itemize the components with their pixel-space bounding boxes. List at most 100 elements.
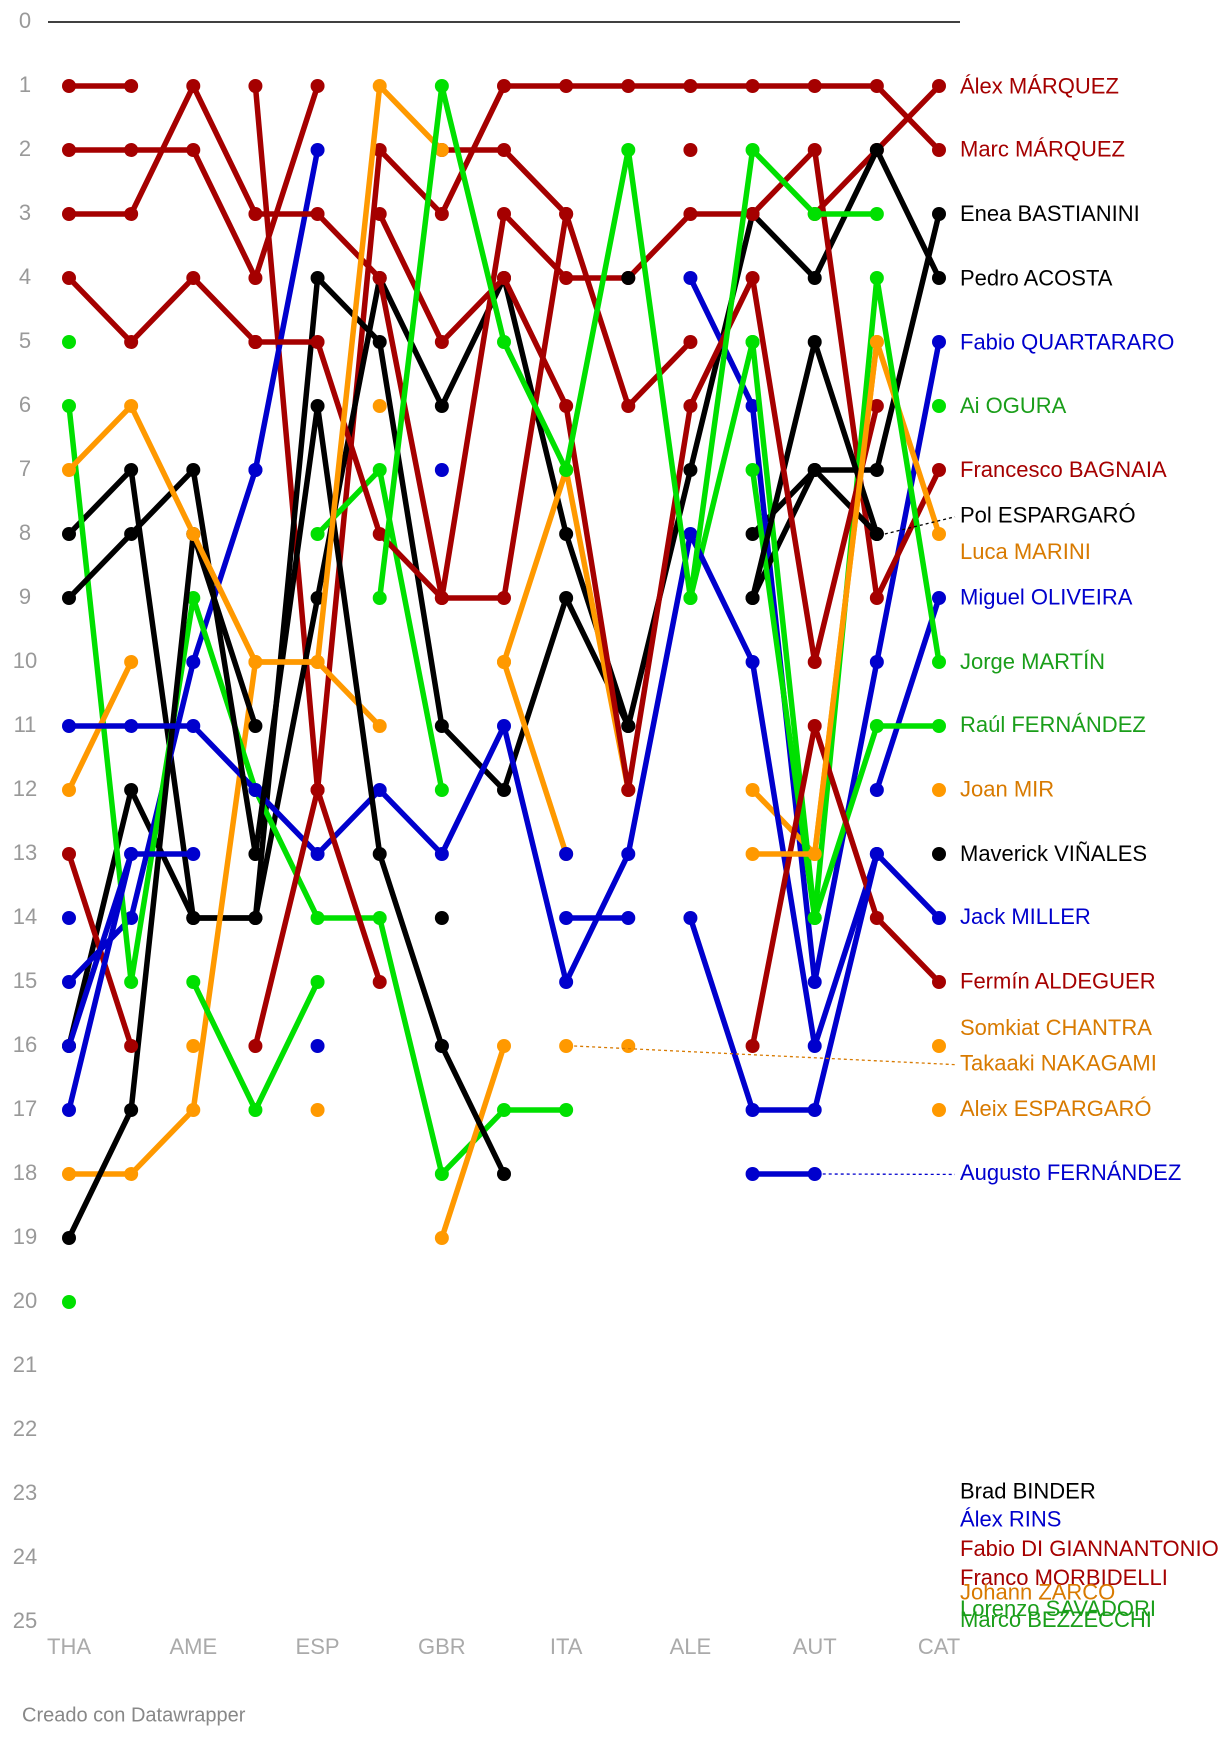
y-tick-label: 4 [19,264,31,289]
rider-dot [62,335,76,349]
rider-line [67,403,507,1176]
rider-dot [310,143,325,157]
y-tick-label: 24 [13,1544,37,1569]
rider-line [315,467,445,791]
rider-dot [310,783,325,797]
rider-dot [807,847,822,861]
y-tick-label: 11 [14,712,37,737]
y-tick-label: 25 [13,1608,37,1633]
rider-dot [559,911,574,925]
rider-dot [621,399,636,413]
rider-dot [310,975,325,989]
rider-dot [932,463,946,477]
rider-dot [745,655,760,669]
rider-dot [497,1039,511,1053]
rider-line [501,467,631,791]
rider-dot [62,463,76,477]
rider-dot [372,591,387,605]
rider-dot [372,527,387,541]
rider-dot [372,335,387,349]
rider-dot [683,207,698,221]
rider-dot [434,719,449,733]
rider-dot [62,591,76,605]
rider-dot [683,591,698,605]
rider-dot [186,143,201,157]
rider-dot [310,1103,325,1117]
rider-dot [372,783,387,797]
rider-label: Álex MÁRQUEZ [960,73,1119,98]
rider-dot [434,591,449,605]
rider-dot [124,79,139,93]
rider-dot [559,527,574,541]
rider-dot [124,399,139,413]
rider-dot [248,783,263,797]
x-tick-label: AUT [793,1634,837,1659]
rider-dot [932,143,946,157]
rider-dot [807,655,822,669]
rider-dot [932,655,946,669]
rider-dot [497,207,511,221]
rider-dot [434,207,449,221]
rider-label: Johann ZARCO [960,1579,1115,1604]
rider-dot [932,527,946,541]
rider-line [252,83,941,793]
rider-dot [62,719,76,733]
rider-dot [807,1103,822,1117]
rider-line [874,597,942,791]
rider-dot [869,847,884,861]
rider-dot [62,911,76,925]
rider-dot [807,335,822,349]
rider-dot [434,911,449,925]
rider-dot [869,783,884,797]
rider-dot [559,591,574,605]
y-tick-label: 0 [19,8,31,33]
rider-dot [124,335,139,349]
rider-dot [310,911,325,925]
rider-dot [683,143,698,157]
axis-layer: 0123456789101112131415161718192021222324… [13,8,960,1659]
rider-dot [372,79,387,93]
rider-line [439,1045,507,1239]
y-tick-label: 17 [13,1096,37,1121]
rider-label: Fabio QUARTARARO [960,330,1174,355]
y-tick-label: 1 [19,72,31,97]
y-tick-label: 6 [19,392,31,417]
rider-dot [497,719,511,733]
rider-label: Franco MORBIDELLI [960,1565,1168,1590]
y-tick-label: 20 [13,1288,37,1313]
rider-dot [186,527,201,541]
rider-dot [124,527,139,541]
rider-label: Marco BEZZECCHI [960,1607,1152,1632]
rider-dot [745,335,760,349]
rider-dot [434,1039,449,1053]
rider-dot [807,911,822,925]
x-tick-label: THA [47,1634,91,1659]
y-tick-label: 9 [19,584,31,609]
rider-dot [310,527,325,541]
rider-dot [62,975,76,989]
rider-dot [124,463,139,477]
rider-dot [124,1039,139,1053]
rider-dot [745,591,760,605]
rider-dot [124,655,139,669]
x-tick-label: ESP [296,1634,340,1659]
y-tick-label: 5 [19,328,31,353]
rider-label: Joan MIR [960,777,1054,802]
y-tick-label: 10 [13,648,37,673]
y-tick-label: 15 [13,968,37,993]
y-tick-label: 8 [19,520,31,545]
y-tick-label: 22 [13,1416,37,1441]
rider-line [69,85,321,281]
rider-dot [932,975,946,989]
rider-dot [124,719,139,733]
rider-dot [869,207,884,221]
rider-dot [310,79,325,93]
rider-label: Fabio DI GIANNANTONIO [960,1536,1219,1561]
rider-dot [807,1039,822,1053]
y-tick-label: 14 [13,904,37,929]
rider-dot [186,79,201,93]
rider-dot [932,335,946,349]
rider-dot [745,143,760,157]
label-leader [884,516,956,535]
